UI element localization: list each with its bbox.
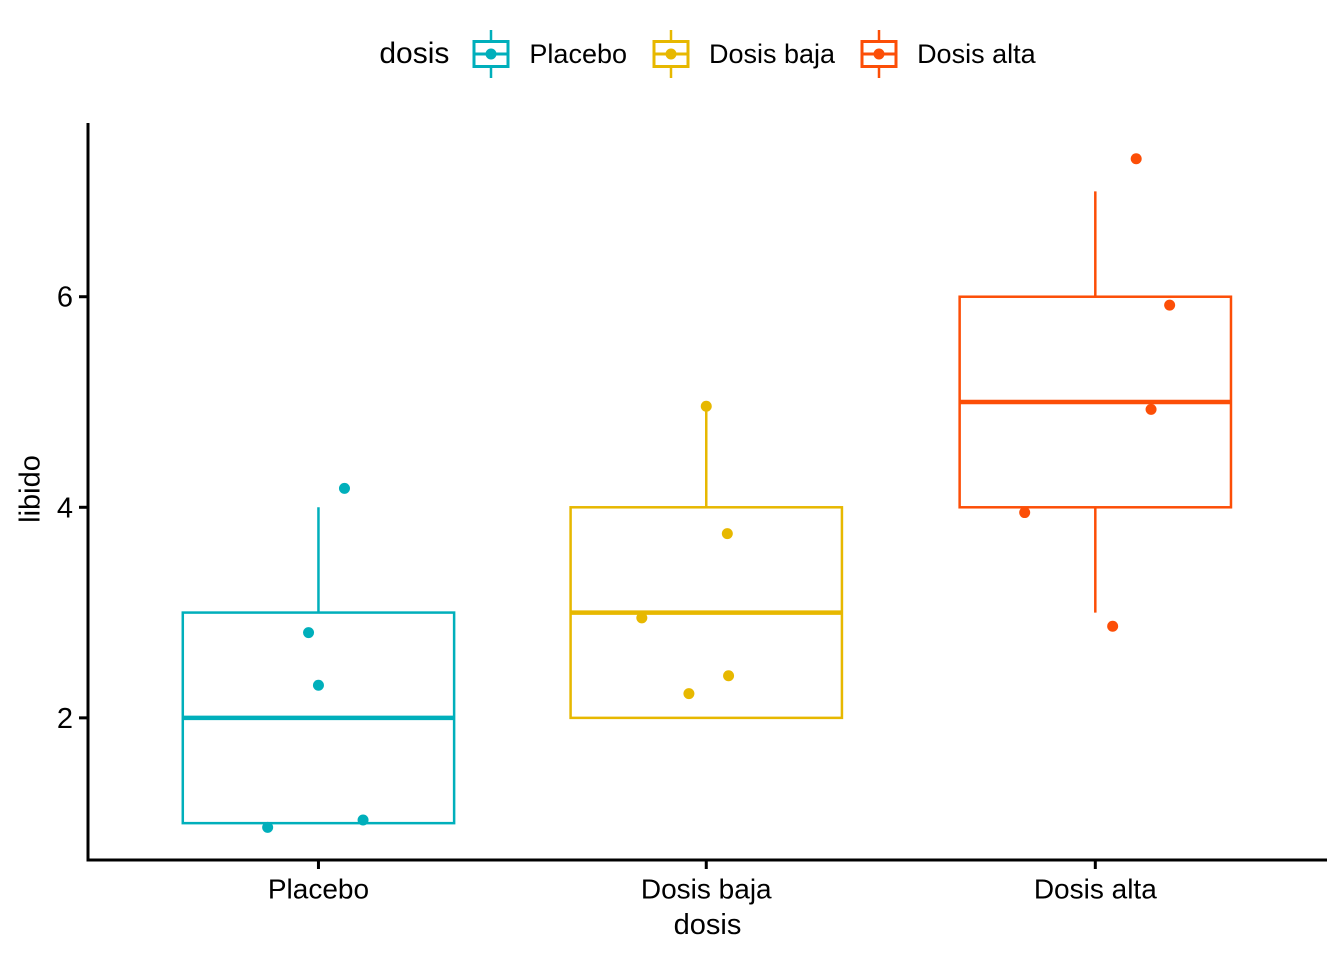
boxplot-key-icon (652, 30, 690, 78)
boxplot-dosis-alta (958, 153, 1233, 632)
legend-item-dosis-baja: Dosis baja (651, 28, 835, 80)
jitter-point (338, 482, 350, 494)
x-tick-label-dosis-alta: Dosis alta (1034, 874, 1157, 905)
jitter-point (303, 627, 315, 639)
boxplot-key-icon (860, 30, 898, 78)
legend-items: Placebo Dosis baja Dosis alta (471, 28, 1036, 80)
jitter-point (683, 688, 695, 700)
legend-label: Dosis alta (917, 38, 1036, 69)
boxplot-placebo (181, 482, 456, 833)
legend: dosis Placebo Dosis baja Dosis alta (88, 27, 1327, 81)
jitter-point (312, 679, 324, 691)
jitter-point (262, 821, 274, 833)
jitter-point (1107, 620, 1119, 632)
jitter-point (723, 670, 735, 682)
boxplot-key-icon (472, 30, 510, 78)
x-tick-label-placebo: Placebo (268, 874, 369, 905)
jitter-point (700, 400, 712, 412)
key-point (665, 48, 677, 60)
jitter-point (1019, 507, 1031, 519)
legend-label: Dosis baja (709, 38, 836, 69)
jitter-point (1145, 403, 1157, 415)
key-point (485, 48, 497, 60)
y-axis-title: libido (14, 455, 47, 523)
legend-title: dosis (379, 37, 450, 70)
key-point (873, 48, 885, 60)
jitter-point (721, 528, 733, 540)
boxplot-dosis-baja (569, 400, 844, 720)
x-axis-title: dosis (673, 909, 742, 941)
y-tick-label: 2 (57, 703, 73, 735)
y-tick-label: 6 (57, 282, 73, 314)
legend-label: Placebo (529, 38, 627, 69)
legend-item-placebo: Placebo (471, 28, 627, 80)
jitter-point (1130, 153, 1142, 165)
jitter-point (636, 612, 648, 624)
x-tick-label-dosis-baja: Dosis baja (641, 874, 772, 905)
y-tick-label: 4 (57, 492, 73, 524)
legend-item-dosis-alta: Dosis alta (859, 28, 1036, 80)
jitter-point (1164, 299, 1176, 311)
jitter-point (357, 814, 369, 826)
